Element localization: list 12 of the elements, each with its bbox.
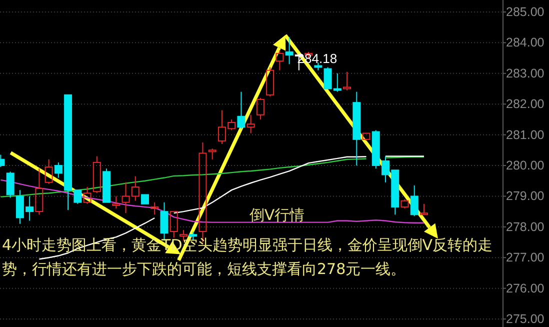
y-tick-label: 283.00 [506, 66, 544, 80]
y-tick-label: 280.00 [506, 158, 544, 172]
y-tick-label: 277.00 [506, 250, 544, 265]
y-tick-label: 278.00 [506, 220, 544, 234]
y-tick-label: 279.00 [506, 189, 544, 204]
y-tick-label: 281.00 [506, 128, 544, 142]
y-tick-label: 284.00 [506, 36, 544, 50]
y-tick-label: 276.00 [506, 281, 544, 296]
y-tick-label: 285.00 [506, 4, 544, 19]
y-tick-label: 282.00 [506, 97, 544, 112]
y-tick-label: 275.00 [506, 312, 544, 326]
annotation: 倒V行情 [249, 206, 305, 224]
